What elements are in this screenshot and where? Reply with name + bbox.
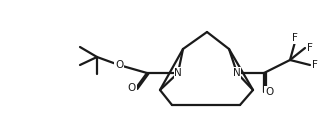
Text: O: O <box>115 60 123 70</box>
Text: F: F <box>292 33 298 43</box>
Text: O: O <box>265 87 273 97</box>
Text: N: N <box>174 68 182 78</box>
Text: O: O <box>128 83 136 93</box>
Text: F: F <box>307 43 313 53</box>
Text: F: F <box>312 60 318 70</box>
Text: N: N <box>233 68 241 78</box>
